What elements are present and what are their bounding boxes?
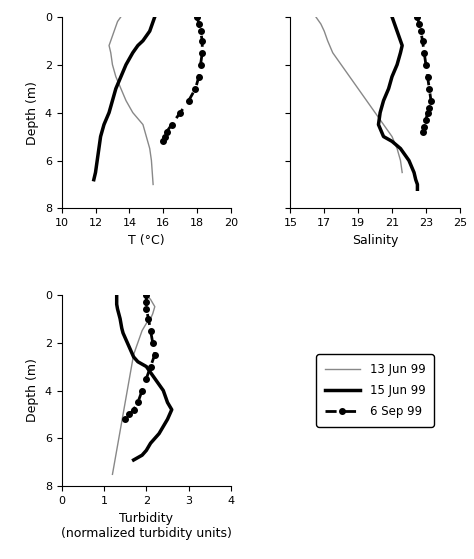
- Y-axis label: Depth (m): Depth (m): [26, 80, 39, 145]
- X-axis label: T (°C): T (°C): [128, 234, 164, 247]
- X-axis label: Salinity: Salinity: [352, 234, 398, 247]
- Y-axis label: Depth (m): Depth (m): [26, 358, 39, 423]
- X-axis label: Turbidity
(normalized turbidity units): Turbidity (normalized turbidity units): [61, 511, 232, 539]
- Legend: 13 Jun 99, 15 Jun 99, 6 Sep 99: 13 Jun 99, 15 Jun 99, 6 Sep 99: [317, 354, 434, 427]
